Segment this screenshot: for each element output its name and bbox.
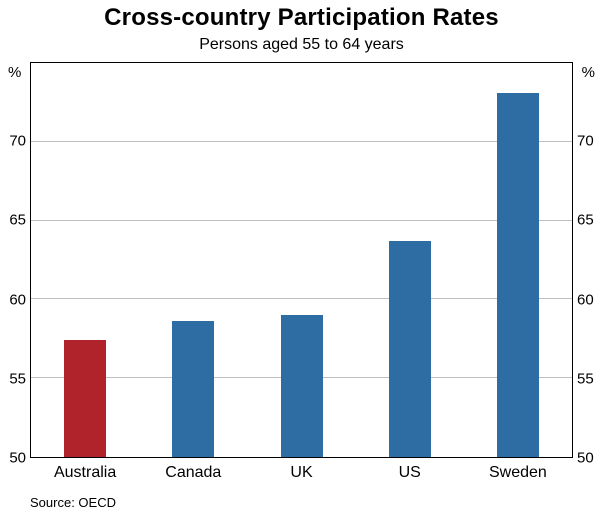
chart-region: % % Australia Canada UK US Sweden 50 50 55 55 60…: [0, 62, 603, 481]
x-axis-label-canada: Canada: [165, 464, 222, 481]
y-tick-label-right-50: 50: [577, 449, 594, 467]
x-axis-label-sweden: Sweden: [488, 464, 547, 481]
x-axis-label-uk: UK: [290, 464, 313, 481]
y-tick-label-left-60: 60: [9, 291, 26, 309]
chart-subtitle: Persons aged 55 to 64 years: [199, 36, 404, 53]
y-tick-label-right-55: 55: [577, 370, 594, 388]
bar-us: [388, 241, 431, 457]
gridline-70: [31, 140, 572, 142]
y-tick-label-left-55: 55: [9, 370, 26, 388]
bar-sweden: [496, 92, 539, 457]
chart-title: Cross-country Participation Rates: [104, 4, 499, 31]
y-tick-label-left-50: 50: [9, 449, 26, 467]
bar-uk: [280, 315, 323, 457]
y-axis-unit-left: %: [8, 64, 22, 81]
y-tick-label-left-70: 70: [9, 132, 26, 150]
bar-canada: [172, 321, 215, 457]
source-note: Source: OECD: [30, 495, 116, 510]
x-axis-label-australia: Australia: [53, 464, 117, 481]
y-tick-label-left-65: 65: [9, 211, 26, 229]
y-tick-label-right-70: 70: [577, 132, 594, 150]
y-axis-unit-right: %: [581, 64, 595, 81]
plot-area: Australia Canada UK US Sweden: [30, 62, 573, 481]
x-axis-label-us: US: [398, 464, 421, 481]
gridline-65: [31, 219, 572, 221]
bar-australia: [64, 340, 107, 457]
gridline-60: [31, 298, 572, 300]
y-tick-label-right-60: 60: [577, 291, 594, 309]
y-tick-label-right-65: 65: [577, 211, 594, 229]
